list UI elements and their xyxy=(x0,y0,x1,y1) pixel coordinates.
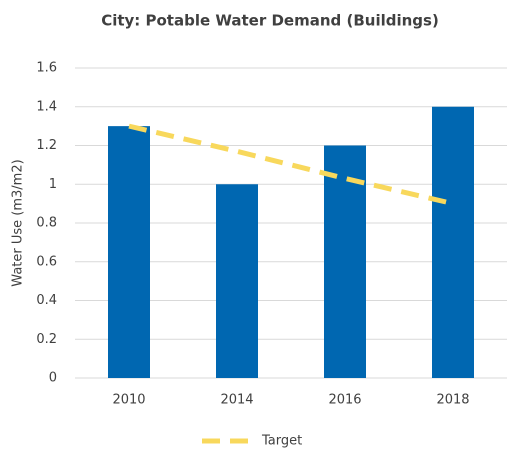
chart-title: City: Potable Water Demand (Buildings) xyxy=(101,12,439,30)
y-tick-label: 0.2 xyxy=(36,332,57,347)
bar xyxy=(432,106,474,378)
y-tick-label: 0.6 xyxy=(36,254,57,269)
y-tick-label: 0.8 xyxy=(36,216,57,231)
x-tick-label: 2016 xyxy=(328,393,361,408)
x-tick-label: 2010 xyxy=(112,393,145,408)
y-tick-label: 1.6 xyxy=(36,61,57,76)
y-tick-label: 1 xyxy=(49,177,57,192)
y-tick-label: 1.4 xyxy=(36,99,57,114)
y-axis-label: Water Use (m3/m2) xyxy=(11,159,26,286)
bar xyxy=(108,126,150,378)
x-tick-label: 2018 xyxy=(436,393,469,408)
y-tick-label: 0.4 xyxy=(36,293,57,308)
x-tick-label: 2014 xyxy=(220,393,253,408)
y-tick-label: 1.2 xyxy=(36,138,57,153)
y-tick-label: 0 xyxy=(49,371,57,386)
legend-label: Target xyxy=(261,434,302,449)
target-line xyxy=(128,123,454,207)
bar xyxy=(216,184,258,378)
